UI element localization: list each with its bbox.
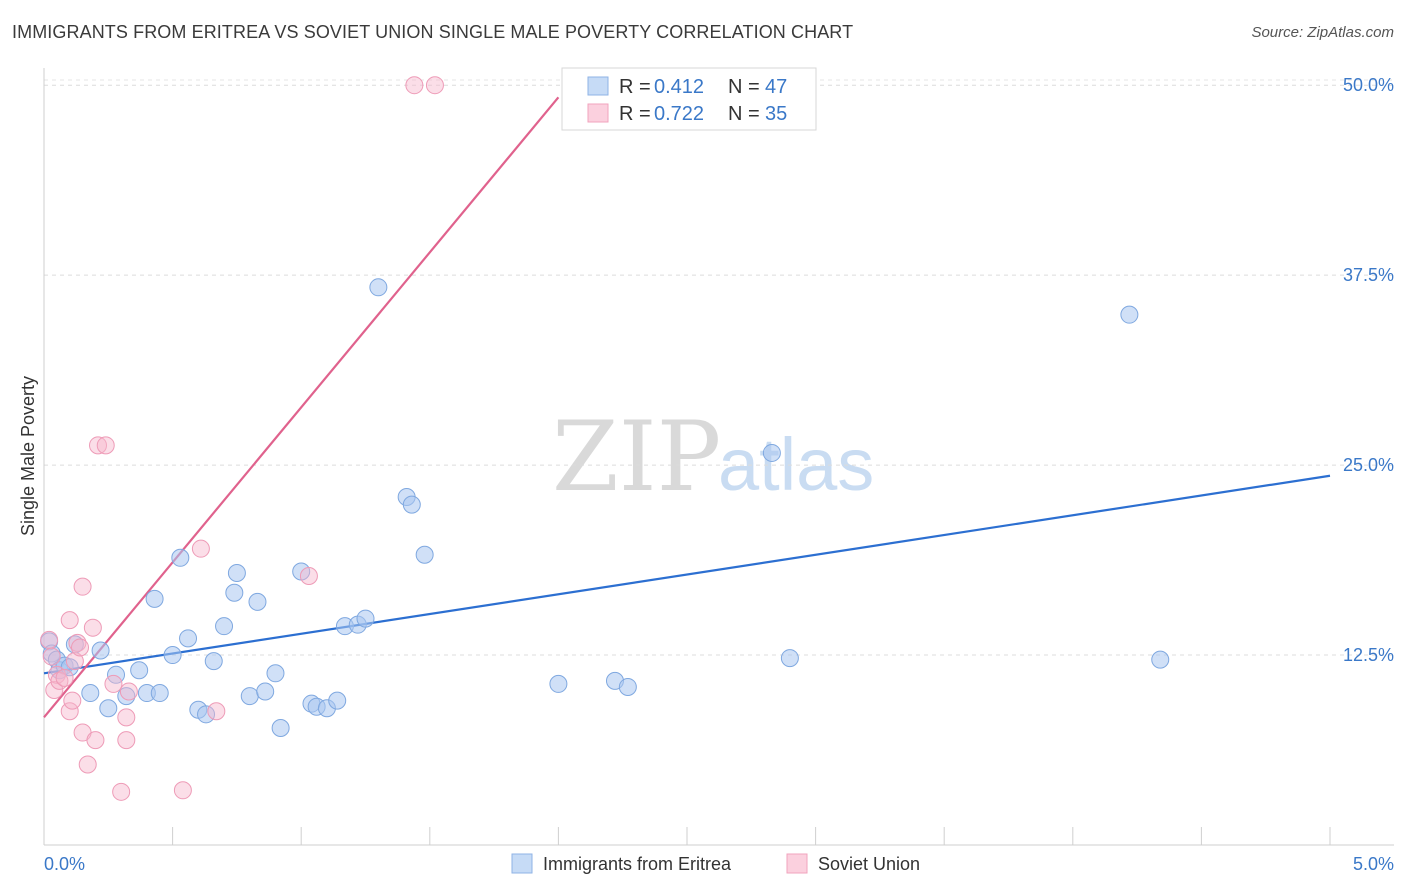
eritrea-point	[130, 661, 149, 680]
soviet-point	[45, 681, 64, 699]
legend-swatch-eritrea	[587, 76, 609, 96]
watermark-zip: ZIP	[552, 401, 721, 513]
eritrea-point	[179, 629, 198, 648]
eritrea-point	[1120, 305, 1139, 324]
y-tick-label: 12.5%	[1343, 645, 1394, 665]
data-points	[40, 76, 1170, 801]
eritrea-point	[356, 609, 375, 628]
soviet-point	[299, 567, 318, 586]
legend-r-label-eritrea: R =	[619, 76, 651, 98]
eritrea-point	[81, 684, 100, 703]
soviet-point	[55, 668, 74, 687]
soviet-point	[73, 577, 92, 596]
soviet-point	[78, 755, 97, 774]
soviet-point	[83, 618, 102, 637]
legend: R = 0.412 N = 47 R = 0.722 N = 35	[561, 67, 817, 131]
eritrea-point	[1151, 650, 1170, 669]
y-axis-label: Single Male Poverty	[18, 376, 38, 536]
trend-lines	[43, 96, 1331, 719]
trend-line-eritrea	[43, 474, 1331, 675]
y-tick-label: 25.0%	[1343, 455, 1394, 475]
eritrea-point	[266, 664, 285, 683]
eritrea-point	[204, 652, 223, 671]
axes	[43, 68, 1394, 846]
soviet-point	[60, 702, 79, 721]
soviet-point	[71, 638, 90, 657]
watermark-atlas: atlas	[718, 423, 874, 506]
soviet-point	[112, 782, 131, 801]
soviet-point	[191, 539, 210, 558]
legend-swatch-soviet	[587, 103, 609, 123]
eritrea-point	[171, 548, 190, 567]
legend-n-label-eritrea: N =	[728, 76, 760, 98]
eritrea-point	[369, 278, 388, 297]
eritrea-point	[91, 641, 110, 660]
soviet-point	[60, 611, 79, 630]
y-tick-label: 50.0%	[1343, 75, 1394, 95]
bottom-legend-label-soviet: Soviet Union	[818, 854, 920, 874]
legend-n-value-soviet: 35	[765, 103, 787, 125]
soviet-point	[405, 76, 424, 95]
eritrea-point	[271, 718, 290, 737]
trend-line-soviet	[43, 96, 560, 719]
x-tick-label-left: 0.0%	[44, 854, 85, 874]
soviet-point	[63, 691, 82, 710]
bottom-legend-swatch-soviet	[786, 853, 808, 874]
soviet-point	[40, 630, 59, 649]
eritrea-point	[99, 699, 118, 718]
eritrea-point	[762, 443, 781, 462]
eritrea-point	[618, 677, 637, 696]
soviet-point	[104, 674, 123, 693]
eritrea-point	[402, 495, 421, 514]
legend-r-label-soviet: R =	[619, 103, 651, 125]
y-tick-labels: 12.5% 25.0% 37.5% 50.0%	[1343, 75, 1394, 665]
y-tick-label: 37.5%	[1343, 265, 1394, 285]
eritrea-point	[780, 649, 799, 668]
x-tick-label-right: 5.0%	[1353, 854, 1394, 874]
legend-n-label-soviet: N =	[728, 103, 760, 125]
eritrea-point	[248, 592, 267, 611]
bottom-legend-swatch-eritrea	[511, 853, 533, 874]
soviet-point	[50, 671, 69, 690]
soviet-point	[425, 76, 444, 95]
soviet-point	[207, 702, 226, 721]
soviet-point	[86, 731, 105, 750]
legend-r-value-soviet: 0.722	[654, 103, 704, 125]
soviet-point	[65, 652, 84, 671]
soviet-point	[89, 436, 108, 455]
eritrea-point	[227, 563, 246, 582]
eritrea-point	[215, 617, 234, 636]
soviet-point	[173, 781, 192, 800]
bottom-legend: Immigrants from Eritrea Soviet Union	[511, 853, 920, 874]
chart-title: IMMIGRANTS FROM ERITREA VS SOVIET UNION …	[12, 22, 854, 42]
eritrea-point	[328, 691, 347, 710]
soviet-point	[117, 731, 136, 750]
eritrea-point	[163, 646, 182, 665]
eritrea-point	[240, 687, 259, 706]
eritrea-point	[225, 583, 244, 602]
eritrea-point	[549, 674, 568, 693]
legend-r-value-eritrea: 0.412	[654, 76, 704, 98]
eritrea-point	[256, 682, 275, 701]
source-credit: Source: ZipAtlas.com	[1251, 24, 1394, 41]
soviet-point	[96, 436, 115, 455]
eritrea-point	[415, 545, 434, 564]
soviet-point	[42, 647, 61, 666]
soviet-point	[117, 708, 136, 727]
bottom-legend-label-eritrea: Immigrants from Eritrea	[543, 854, 732, 874]
eritrea-point	[145, 589, 164, 608]
eritrea-point	[197, 705, 216, 724]
legend-n-value-eritrea: 47	[765, 76, 787, 98]
eritrea-point	[150, 684, 169, 703]
soviet-point	[119, 682, 138, 701]
watermark: ZIP atlas	[552, 401, 874, 513]
